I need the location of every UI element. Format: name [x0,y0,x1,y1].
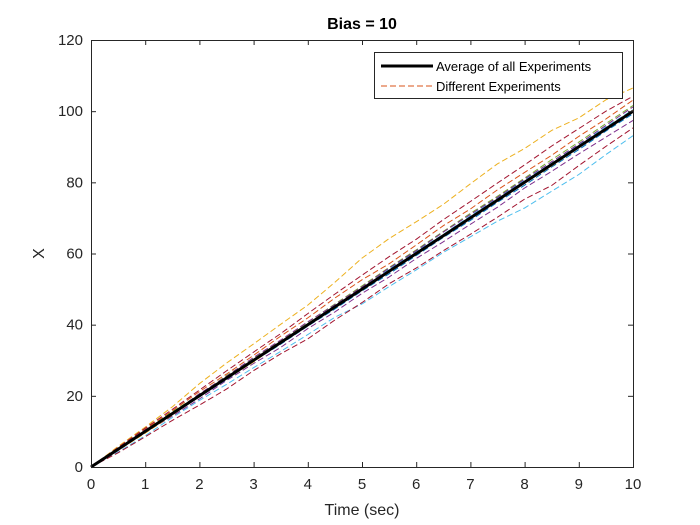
series-line-average [90,109,634,469]
series-line-experiment-5 [90,99,634,468]
y-tick-label: 100 [58,103,83,120]
legend-entry-average: Average of all Experiments [436,59,592,74]
series-line-experiment-1 [90,87,634,468]
x-tick-label: 4 [304,476,312,493]
x-tick-label: 1 [141,476,149,493]
x-tick-label: 7 [466,476,474,493]
legend-box [374,52,623,99]
y-tick-label: 80 [66,174,83,191]
x-tick-label: 3 [249,476,257,493]
series-layer [90,87,634,469]
series-line-experiment-4 [90,119,634,468]
x-tick-label: 8 [520,476,528,493]
x-tick-label: 10 [625,476,642,493]
chart-title: Bias = 10 [327,16,397,33]
y-tick-label: 120 [58,32,83,49]
y-tick-label: 60 [66,246,83,263]
y-tick-label: 0 [75,459,83,476]
series-line-experiment-2 [90,135,634,468]
series-line-experiment-3 [90,127,634,468]
x-tick-label: 5 [358,476,366,493]
y-axis-label: X [31,248,48,259]
y-tick-label: 20 [66,388,83,405]
plot-area [91,40,633,467]
x-axis-label: Time (sec) [325,502,400,519]
x-tick-label: 0 [87,476,95,493]
x-tick-label: 9 [575,476,583,493]
legend-entry-experiments: Different Experiments [436,79,561,94]
legend: Average of all Experiments Different Exp… [374,52,623,99]
x-tick-label: 6 [412,476,420,493]
x-tick-label: 2 [195,476,203,493]
y-tick-label: 40 [66,317,83,334]
series-line-experiment-8 [90,95,634,468]
